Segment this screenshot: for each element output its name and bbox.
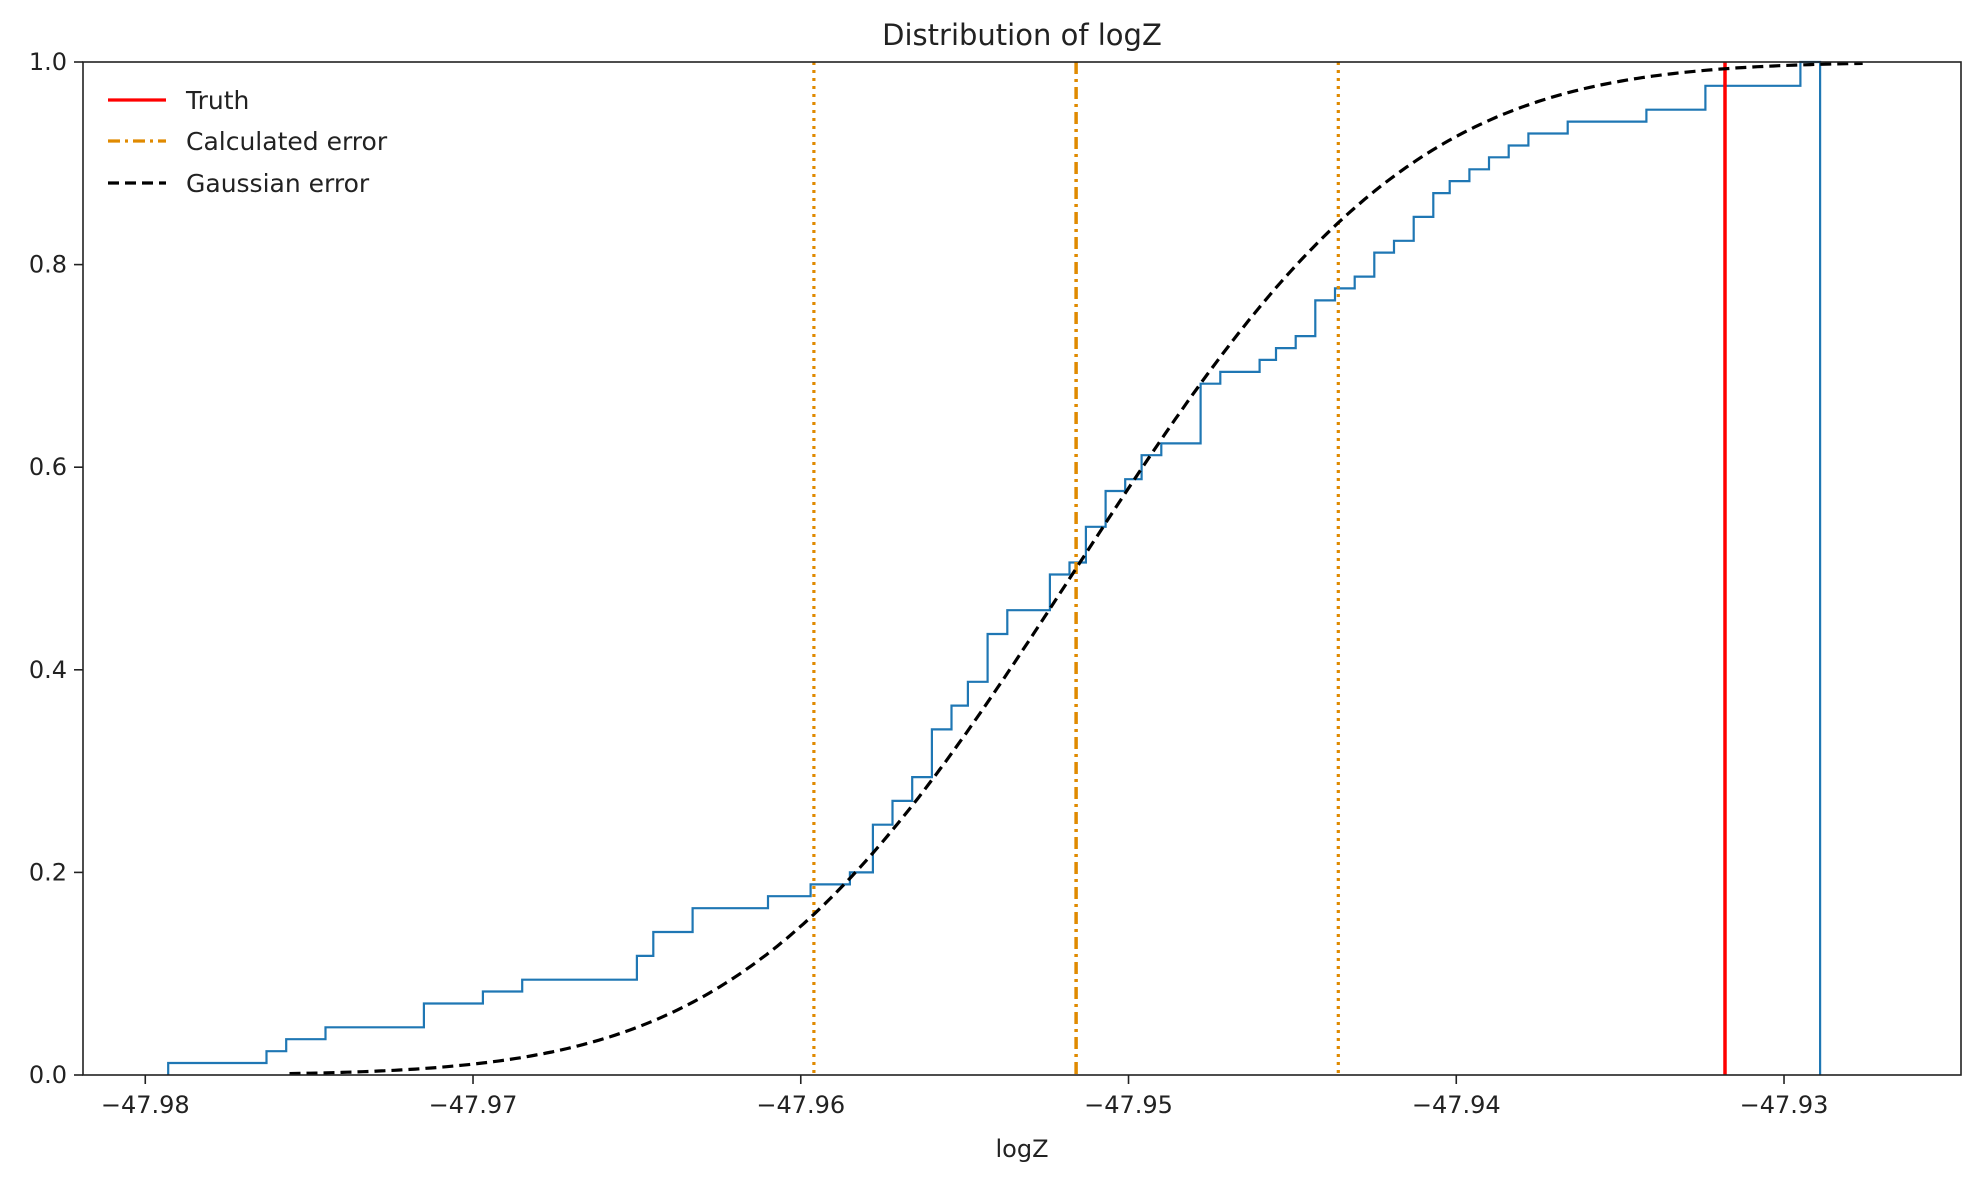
plot-area [167, 60, 1863, 1076]
x-tick-label: −47.97 [429, 1091, 518, 1119]
legend-calculated-error-label: Calculated error [186, 127, 388, 156]
x-tick-label: −47.93 [1740, 1091, 1829, 1119]
chart-title: Distribution of logZ [882, 18, 1162, 52]
x-axis-ticks: −47.98 −47.97 −47.96 −47.95 −47.94 −47.93 [101, 1075, 1829, 1119]
y-tick-label: 0.6 [29, 453, 67, 481]
y-tick-label: 1.0 [29, 48, 67, 76]
x-axis-label: logZ [995, 1135, 1048, 1163]
y-tick-label: 0.8 [29, 251, 67, 279]
legend-truth-label: Truth [185, 86, 249, 115]
legend-gaussian-error-label: Gaussian error [186, 169, 370, 198]
y-axis-ticks: 0.0 0.2 0.4 0.6 0.8 1.0 [29, 48, 83, 1089]
x-tick-label: −47.95 [1084, 1091, 1173, 1119]
y-tick-label: 0.2 [29, 858, 67, 886]
x-tick-label: −47.98 [101, 1091, 190, 1119]
plot-series [167, 60, 1863, 1076]
legend: Truth Calculated error Gaussian error [108, 86, 388, 198]
plot-frame [82, 61, 1962, 1076]
gaussian-error-curve [289, 61, 1863, 1076]
y-tick-label: 0.4 [29, 656, 67, 684]
y-tick-label: 0.0 [29, 1061, 67, 1089]
ecdf-step-line [167, 60, 1822, 1075]
x-tick-label: −47.96 [756, 1091, 845, 1119]
x-tick-label: −47.94 [1412, 1091, 1501, 1119]
